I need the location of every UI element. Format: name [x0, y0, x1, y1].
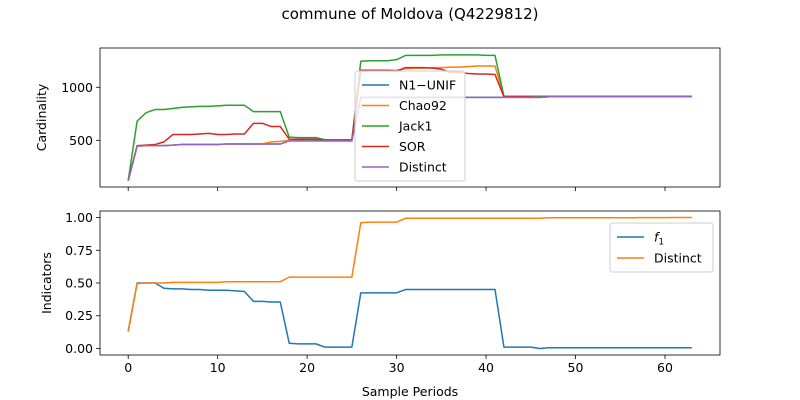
indicators-x-tick-label: 10	[210, 360, 226, 375]
indicators-y-tick-label: 0.00	[65, 341, 93, 356]
cardinality-legend-label-n1-unif: N1−UNIF	[399, 78, 456, 93]
cardinality-tick-layer: 500 1000	[61, 80, 666, 191]
indicators-legend: f1 Distinct	[609, 222, 714, 273]
cardinality-legend-label-sor: SOR	[399, 139, 426, 154]
indicators-y-tick-label: 1.00	[65, 210, 93, 225]
chart-title: commune of Moldova (Q4229812)	[281, 5, 538, 23]
indicators-x-tick-label: 60	[657, 360, 673, 375]
indicators-series-distinct-line	[127, 216, 692, 332]
indicators-series-layer	[127, 216, 692, 350]
cardinality-legend-box	[354, 70, 466, 182]
indicators-x-tick-label: 20	[299, 360, 315, 375]
cardinality-legend: N1−UNIF Chao92 Jack1 SOR Distinct	[354, 70, 466, 182]
cardinality-legend-label-jack1: Jack1	[398, 119, 432, 134]
indicators-series-f1-line	[127, 282, 692, 350]
cardinality-panel: 500 1000 Cardinality N1−UNIF Chao92 Jack1 SO…	[34, 47, 721, 191]
x-axis-label: Sample Periods	[362, 384, 458, 399]
indicators-tick-layer: 0 10 20 30 40 50 60 0.00 0.25 0.50 0.75 1.00	[65, 210, 673, 375]
cardinality-y-tick-label: 1000	[61, 80, 93, 95]
indicators-x-tick-label: 0	[124, 360, 132, 375]
indicators-legend-label-f1: f1	[654, 230, 664, 248]
indicators-x-tick-label: 40	[478, 360, 494, 375]
cardinality-legend-label-chao92: Chao92	[399, 98, 447, 113]
indicators-x-tick-label: 30	[389, 360, 405, 375]
cardinality-legend-label-distinct: Distinct	[399, 160, 447, 175]
cardinality-axes-frame	[99, 47, 721, 188]
indicators-legend-label-distinct: Distinct	[654, 251, 702, 266]
cardinality-y-axis-label: Cardinality	[34, 83, 49, 151]
indicators-legend-box	[609, 222, 714, 273]
indicators-y-tick-label: 0.25	[65, 308, 93, 323]
indicators-x-tick-label: 50	[568, 360, 584, 375]
indicators-y-axis-label: Indicators	[39, 252, 54, 314]
indicators-panel: 0 10 20 30 40 50 60 0.00 0.25 0.50 0.75 1.00 Indica…	[39, 210, 721, 399]
indicators-y-tick-label: 0.50	[65, 276, 93, 291]
cardinality-y-tick-label: 500	[69, 133, 93, 148]
indicators-y-tick-label: 0.75	[65, 243, 93, 258]
